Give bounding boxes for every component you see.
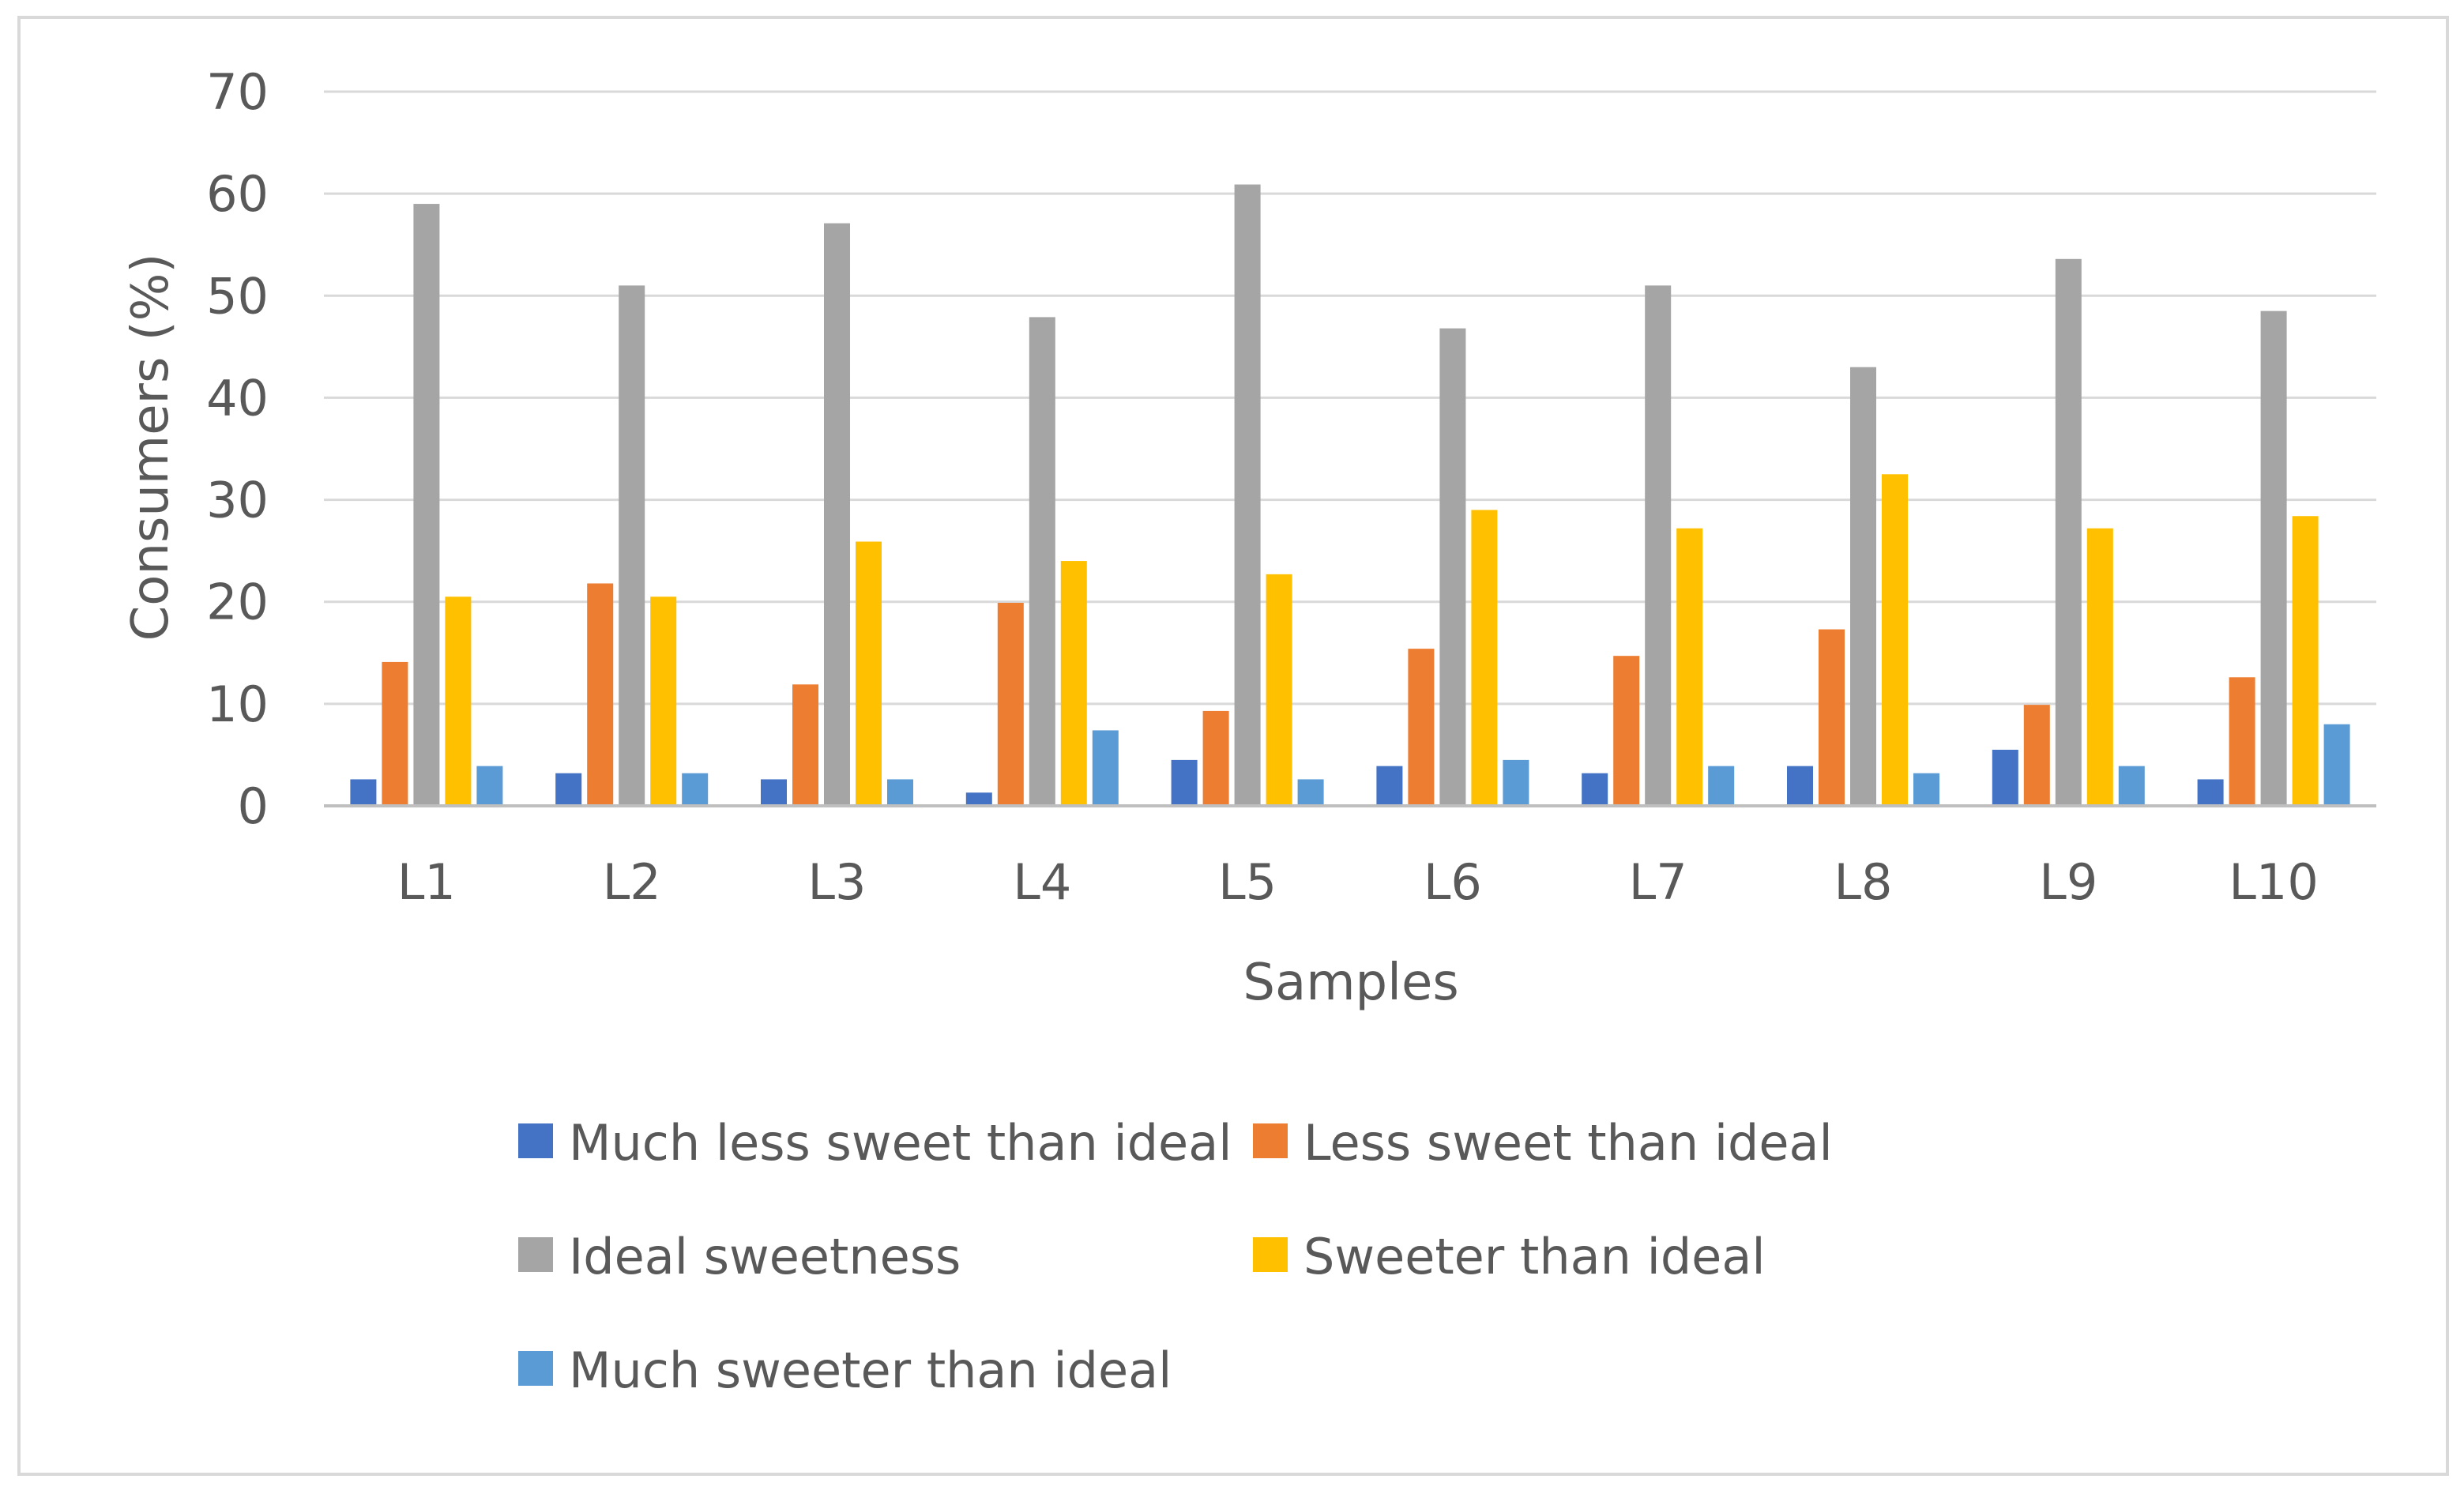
bar-ideal-sweetness-l10	[2260, 310, 2287, 807]
bar-ideal-sweetness-l5	[1234, 184, 1261, 806]
bar-much-less-sweet-than-ideal-l6	[1376, 766, 1403, 806]
bar-ideal-sweetness-l6	[1439, 328, 1466, 806]
legend-swatch	[518, 1237, 553, 1272]
bar-much-less-sweet-than-ideal-l3	[761, 779, 787, 806]
bar-less-sweet-than-ideal-l4	[997, 603, 1024, 806]
bar-much-sweeter-than-ideal-l5	[1297, 779, 1324, 806]
bar-much-less-sweet-than-ideal-l4	[965, 792, 992, 806]
bar-ideal-sweetness-l4	[1029, 317, 1055, 806]
legend-label: Much sweeter than ideal	[569, 1342, 1172, 1399]
bar-less-sweet-than-ideal-l2	[587, 583, 614, 806]
bar-ideal-sweetness-l7	[1645, 285, 1672, 806]
x-tick-label: L4	[1013, 853, 1071, 911]
y-tick-label: 0	[238, 777, 269, 835]
bar-much-sweeter-than-ideal-l3	[887, 779, 913, 806]
x-tick-label: L2	[603, 853, 661, 911]
bar-sweeter-than-ideal-l9	[2086, 528, 2113, 806]
bar-sweeter-than-ideal-l7	[1676, 528, 1703, 806]
bar-less-sweet-than-ideal-l3	[792, 684, 818, 806]
legend-label: Less sweet than ideal	[1303, 1114, 1833, 1172]
y-tick-label: 70	[206, 63, 269, 121]
legend-label: Sweeter than ideal	[1303, 1228, 1766, 1285]
legend-swatch	[518, 1123, 553, 1158]
bar-less-sweet-than-ideal-l5	[1202, 710, 1229, 806]
y-tick-label: 10	[206, 675, 269, 733]
bar-sweeter-than-ideal-l10	[2292, 516, 2319, 806]
x-tick-label: L6	[1424, 853, 1482, 911]
legend: Much less sweet than ideal Less sweet tha…	[518, 1114, 1833, 1399]
x-tick-label: L1	[397, 853, 456, 911]
x-tick-label: L5	[1218, 853, 1277, 911]
bar-much-less-sweet-than-ideal-l5	[1171, 759, 1198, 806]
bar-ideal-sweetness-l3	[824, 223, 850, 806]
bar-sweeter-than-ideal-l2	[650, 596, 677, 806]
bar-much-sweeter-than-ideal-l7	[1708, 766, 1735, 806]
y-tick-label: 40	[206, 369, 269, 427]
bar-much-sweeter-than-ideal-l4	[1092, 730, 1119, 806]
bar-ideal-sweetness-l1	[413, 204, 440, 806]
legend-swatch	[518, 1351, 553, 1386]
y-tick-label: 20	[206, 574, 269, 631]
axes: 0 10 20 30 40 50 60 70 L1 L2 L3 L4 L5 L6 L7 L8 L9 L10	[206, 63, 2376, 911]
bar-much-less-sweet-than-ideal-l9	[1992, 749, 2018, 806]
x-tick-label: L9	[2039, 853, 2097, 911]
bar-less-sweet-than-ideal-l8	[1819, 629, 1845, 806]
x-tick-label: L8	[1834, 853, 1893, 911]
bar-sweeter-than-ideal-l1	[445, 596, 472, 806]
bar-sweeter-than-ideal-l5	[1266, 574, 1292, 806]
bar-ideal-sweetness-l8	[1850, 367, 1876, 807]
x-tick-label: L7	[1629, 853, 1687, 911]
bar-much-sweeter-than-ideal-l9	[2118, 766, 2145, 806]
legend-swatch	[1253, 1237, 1288, 1272]
bar-much-sweeter-than-ideal-l6	[1503, 759, 1529, 806]
x-tick-label: L3	[808, 853, 867, 911]
bar-sweeter-than-ideal-l3	[856, 541, 882, 806]
y-axis-title: Consumers (%)	[122, 254, 180, 642]
bar-ideal-sweetness-l9	[2055, 258, 2082, 806]
bar-sweeter-than-ideal-l6	[1471, 510, 1498, 806]
bar-much-less-sweet-than-ideal-l8	[1787, 766, 1813, 806]
bar-much-sweeter-than-ideal-l2	[682, 773, 709, 806]
bar-less-sweet-than-ideal-l7	[1613, 656, 1640, 806]
bar-much-less-sweet-than-ideal-l2	[555, 773, 582, 806]
x-axis-title: Samples	[1243, 954, 1458, 1012]
legend-swatch	[1253, 1123, 1288, 1158]
bar-sweeter-than-ideal-l4	[1060, 561, 1087, 806]
bar-much-sweeter-than-ideal-l1	[476, 766, 503, 806]
x-tick-label: L10	[2229, 853, 2318, 911]
bar-less-sweet-than-ideal-l10	[2229, 677, 2255, 806]
bar-much-sweeter-than-ideal-l10	[2323, 724, 2350, 806]
bar-much-less-sweet-than-ideal-l1	[350, 779, 377, 806]
bar-much-sweeter-than-ideal-l8	[1913, 773, 1939, 806]
legend-label: Much less sweet than ideal	[569, 1114, 1232, 1172]
bar-much-less-sweet-than-ideal-l7	[1582, 773, 1608, 806]
y-tick-label: 30	[206, 472, 269, 529]
y-tick-label: 50	[206, 267, 269, 325]
legend-label: Ideal sweetness	[569, 1228, 961, 1285]
bar-sweeter-than-ideal-l8	[1882, 474, 1908, 806]
bar-much-less-sweet-than-ideal-l10	[2197, 779, 2224, 806]
bar-less-sweet-than-ideal-l6	[1408, 649, 1435, 806]
bar-less-sweet-than-ideal-l9	[2023, 705, 2050, 806]
y-tick-label: 60	[206, 165, 269, 223]
bars	[350, 184, 2350, 807]
bar-less-sweet-than-ideal-l1	[382, 661, 408, 806]
bar-ideal-sweetness-l2	[619, 285, 645, 806]
